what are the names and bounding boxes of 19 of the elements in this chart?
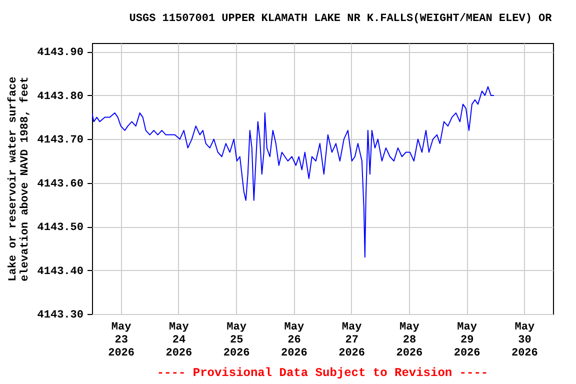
- line-series: [92, 86, 494, 258]
- x-tick-label: May 27 2026: [338, 322, 366, 360]
- y-tick-label: 4143.40: [37, 266, 84, 278]
- x-tick-label: May 24 2026: [166, 322, 192, 360]
- chart-title: USGS 11507001 UPPER KLAMATH LAKE NR K.FALLS(WEIGHT/MEAN ELEV) OR: [129, 13, 552, 25]
- x-tick-label: May 23 2026: [108, 322, 135, 360]
- y-tick-label: 4143.60: [37, 178, 84, 190]
- y-tick-label: 4143.50: [37, 222, 84, 234]
- x-tick-label: May 29 2026: [454, 322, 480, 360]
- x-tick-label: May 25 2026: [223, 322, 250, 360]
- y-tick-label: 4143.80: [37, 90, 84, 103]
- text: ---- Provisional Data Subject to Revision ----: [156, 366, 490, 380]
- y-axis-title: Lake or reservoir water surface elevation above NAVD 1988, feet: [6, 76, 32, 282]
- y-tick-label: 4143.30: [37, 310, 84, 322]
- x-tick-label: May 26 2026: [280, 322, 308, 360]
- y-tick-label: 4143.90: [37, 47, 84, 60]
- y-tick-label: 4143.70: [37, 134, 84, 147]
- x-tick-label: May 30 2026: [511, 322, 538, 360]
- x-tick-label: May 28 2026: [396, 322, 423, 360]
